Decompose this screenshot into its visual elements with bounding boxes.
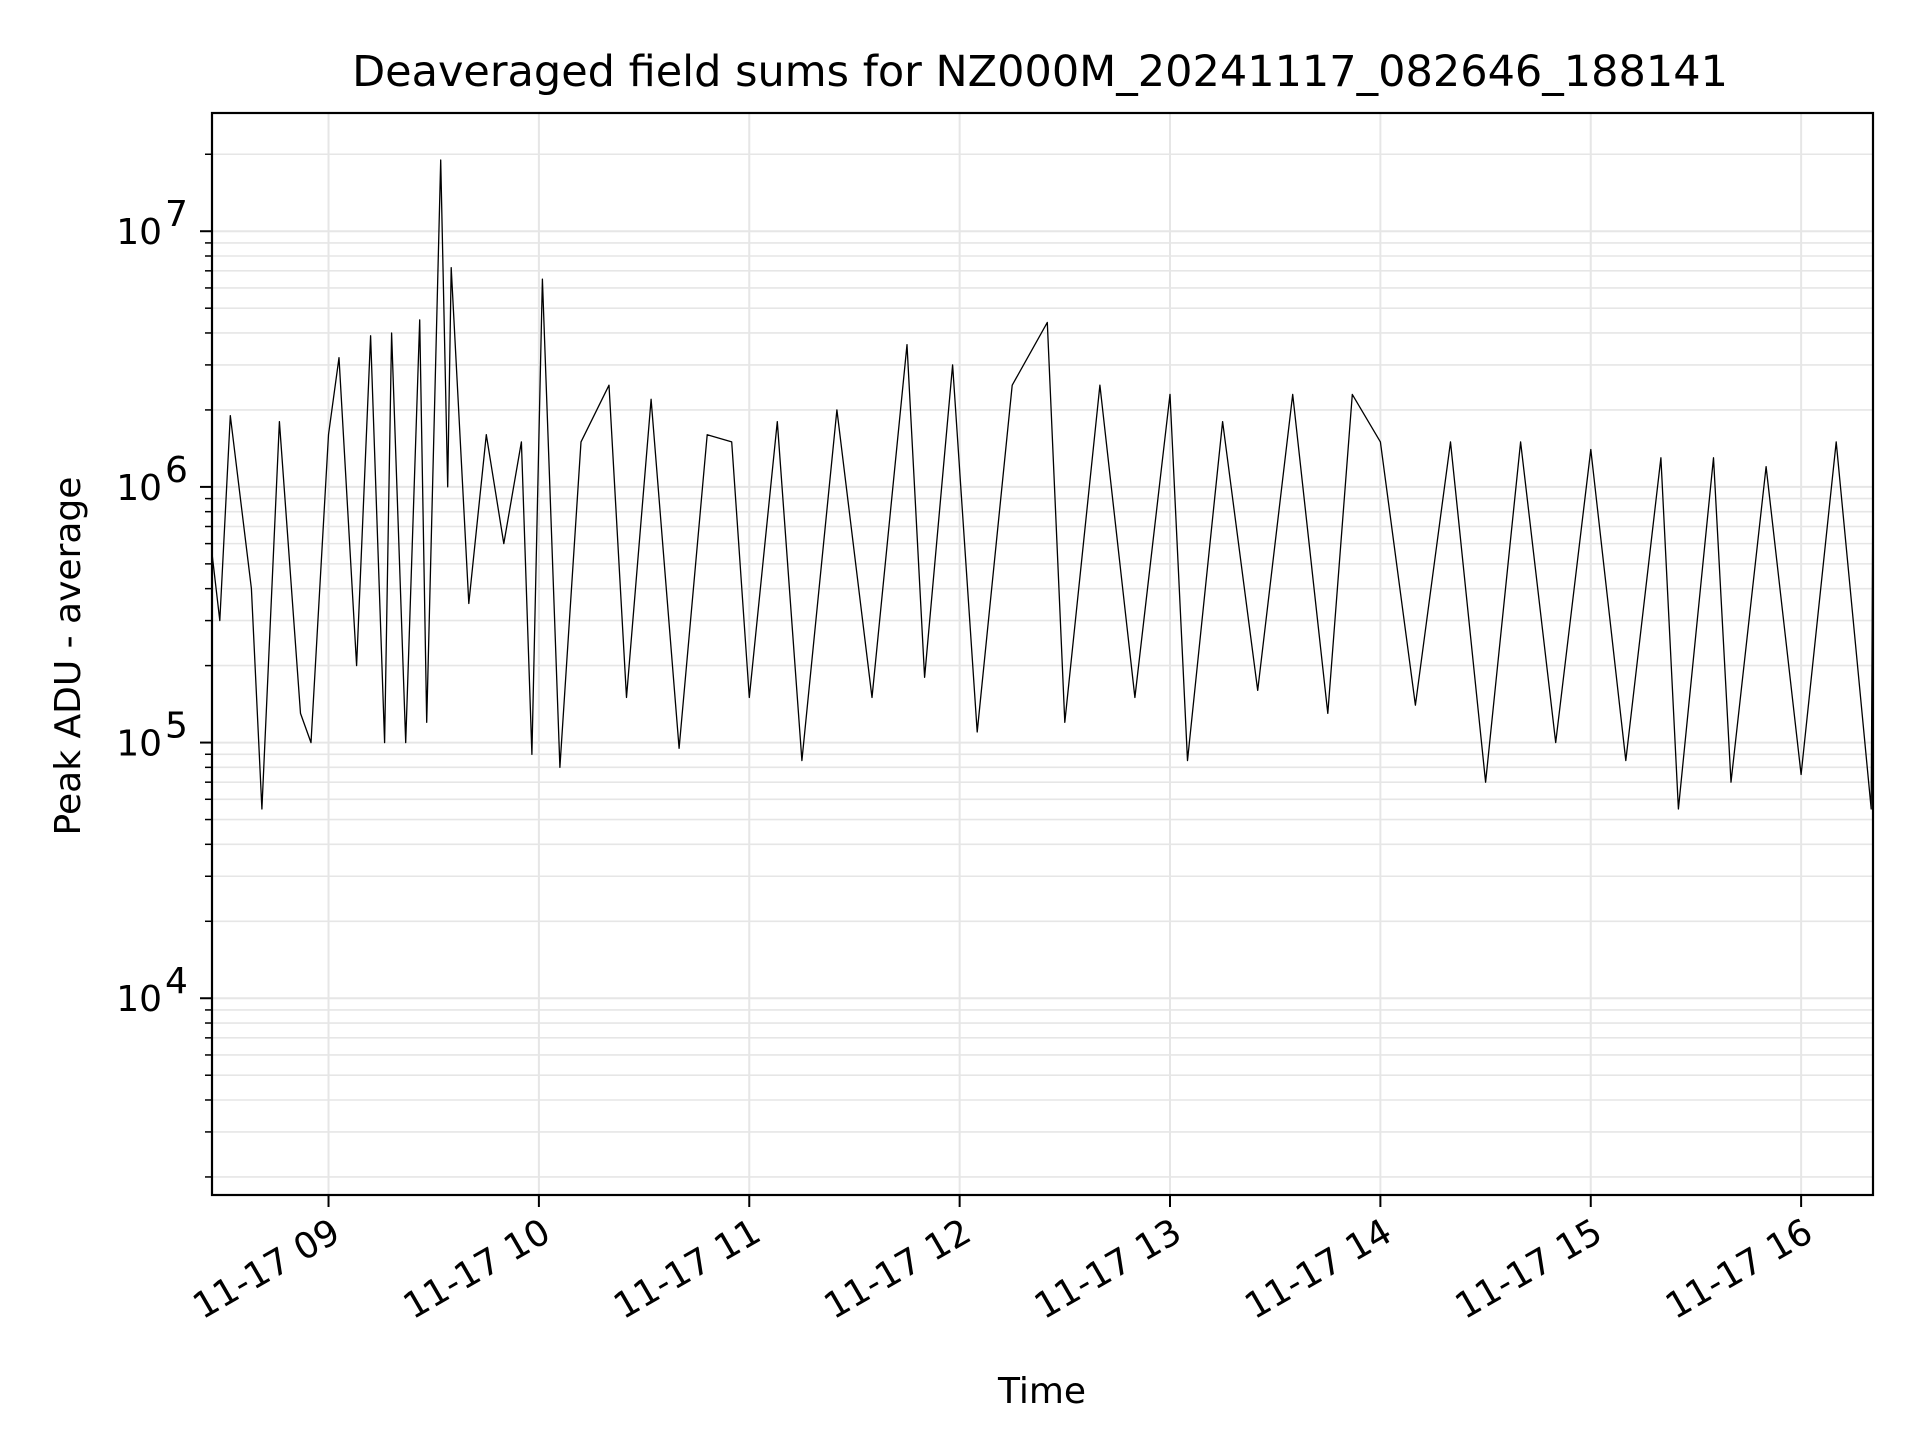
- y-tick-exponent: 4: [165, 961, 188, 1002]
- y-tick-label: 10: [116, 212, 162, 253]
- y-tick-exponent: 5: [165, 706, 188, 747]
- chart-title: Deaveraged field sums for NZ000M_2024111…: [352, 47, 1728, 97]
- y-axis-label: Peak ADU - average: [48, 477, 89, 836]
- y-tick-label: 10: [116, 979, 162, 1020]
- grid: [212, 113, 1873, 1195]
- y-tick-exponent: 6: [165, 450, 188, 491]
- plot-frame: [210, 111, 1875, 1197]
- y-tick-label: 10: [116, 468, 162, 509]
- y-tick-exponent: 7: [165, 194, 188, 235]
- y-tick-label: 10: [116, 724, 162, 765]
- x-axis-label: Time: [997, 1371, 1086, 1412]
